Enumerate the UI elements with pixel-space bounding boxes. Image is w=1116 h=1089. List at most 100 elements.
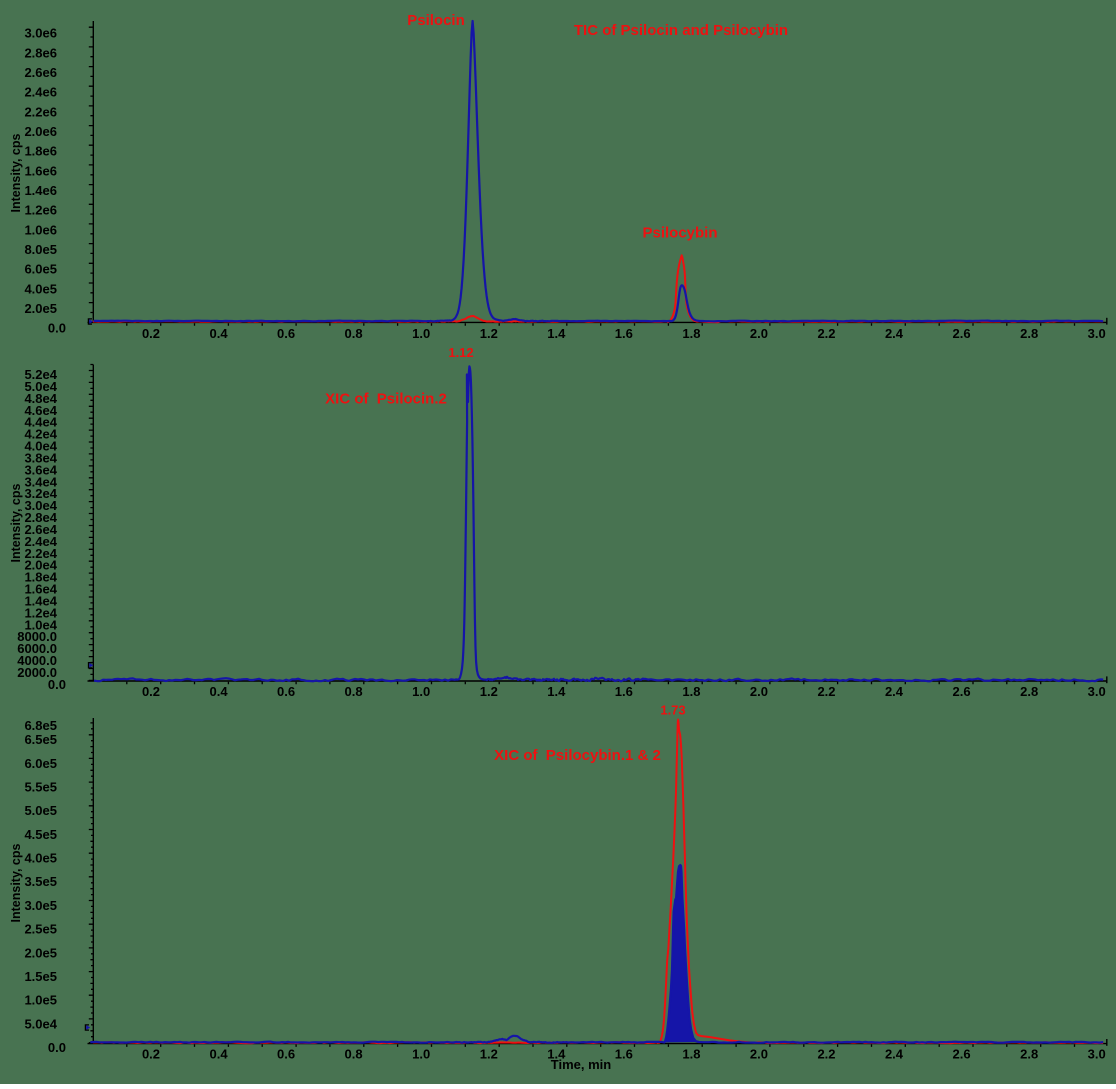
svg-text:1.4: 1.4 xyxy=(547,1046,566,1061)
svg-text:0.6: 0.6 xyxy=(277,1046,295,1061)
svg-text:1.73: 1.73 xyxy=(660,703,685,718)
svg-text:2.0: 2.0 xyxy=(750,326,768,341)
svg-text:5.2e4: 5.2e4 xyxy=(24,367,57,382)
svg-text:2.2: 2.2 xyxy=(817,684,835,699)
svg-text:3.5e5: 3.5e5 xyxy=(24,874,57,889)
svg-text:2.2e6: 2.2e6 xyxy=(24,104,57,119)
svg-text:3.0e4: 3.0e4 xyxy=(24,498,57,513)
svg-text:0.0: 0.0 xyxy=(48,321,66,336)
svg-text:1.8: 1.8 xyxy=(682,326,700,341)
svg-text:4.5e5: 4.5e5 xyxy=(24,827,57,842)
svg-text:2.4: 2.4 xyxy=(885,684,904,699)
svg-text:8.0e5: 8.0e5 xyxy=(24,242,57,257)
svg-text:1.0e5: 1.0e5 xyxy=(24,993,57,1008)
svg-text:Intensity, cps: Intensity, cps xyxy=(9,483,23,562)
svg-text:0.4: 0.4 xyxy=(210,684,229,699)
svg-text:2.6: 2.6 xyxy=(953,326,971,341)
svg-text:4.6e4: 4.6e4 xyxy=(24,403,57,418)
svg-text:3.0: 3.0 xyxy=(1088,1046,1106,1061)
svg-text:2.4e6: 2.4e6 xyxy=(24,85,57,100)
svg-text:2.0: 2.0 xyxy=(750,1046,768,1061)
svg-text:1.2: 1.2 xyxy=(480,684,498,699)
svg-text:3.0: 3.0 xyxy=(1088,684,1106,699)
svg-text:0.2: 0.2 xyxy=(142,684,160,699)
svg-text:6000.0: 6000.0 xyxy=(17,641,57,656)
svg-text:2.4: 2.4 xyxy=(885,1046,904,1061)
svg-text:4.0e5: 4.0e5 xyxy=(24,281,57,296)
svg-text:Intensity, cps: Intensity, cps xyxy=(9,133,23,212)
svg-text:1.6e6: 1.6e6 xyxy=(24,163,57,178)
svg-text:2.0: 2.0 xyxy=(750,684,768,699)
svg-text:2.8: 2.8 xyxy=(1020,684,1038,699)
svg-text:2.8: 2.8 xyxy=(1020,326,1038,341)
svg-text:2.6e4: 2.6e4 xyxy=(24,522,57,537)
svg-text:1.6e4: 1.6e4 xyxy=(24,582,57,597)
svg-text:1.0: 1.0 xyxy=(412,684,430,699)
svg-text:0.8: 0.8 xyxy=(345,684,363,699)
svg-text:1.12: 1.12 xyxy=(448,345,473,360)
svg-text:4.2e4: 4.2e4 xyxy=(24,427,57,442)
svg-text:3.4e4: 3.4e4 xyxy=(24,474,57,489)
svg-text:6.0e5: 6.0e5 xyxy=(24,262,57,277)
svg-text:XIC of Psilocybin.1 & 2: XIC of Psilocybin.1 & 2 xyxy=(494,747,661,764)
svg-text:3.0e5: 3.0e5 xyxy=(24,898,57,913)
svg-text:0.4: 0.4 xyxy=(210,1046,229,1061)
svg-text:1.2e4: 1.2e4 xyxy=(24,605,57,620)
svg-text:3.0: 3.0 xyxy=(1088,326,1106,341)
svg-text:2.2: 2.2 xyxy=(817,326,835,341)
svg-text:2.4e4: 2.4e4 xyxy=(24,534,57,549)
svg-text:1.2: 1.2 xyxy=(480,1046,498,1061)
svg-text:XIC of Psilocin.2: XIC of Psilocin.2 xyxy=(325,390,447,407)
svg-text:4.0e4: 4.0e4 xyxy=(24,439,57,454)
svg-text:0.8: 0.8 xyxy=(345,326,363,341)
svg-text:1.0e6: 1.0e6 xyxy=(24,222,57,237)
svg-text:5.0e4: 5.0e4 xyxy=(24,379,57,394)
svg-text:1.4: 1.4 xyxy=(547,684,566,699)
svg-text:3.2e4: 3.2e4 xyxy=(24,486,57,501)
svg-text:8000.0: 8000.0 xyxy=(17,629,57,644)
svg-text:1.8: 1.8 xyxy=(682,684,700,699)
svg-text:1.5e5: 1.5e5 xyxy=(24,969,57,984)
svg-text:2.2: 2.2 xyxy=(817,1046,835,1061)
svg-text:1.8: 1.8 xyxy=(682,1046,700,1061)
svg-text:1.6: 1.6 xyxy=(615,326,633,341)
svg-text:0.8: 0.8 xyxy=(345,1046,363,1061)
svg-text:6.5e5: 6.5e5 xyxy=(24,732,57,747)
svg-text:0.6: 0.6 xyxy=(277,684,295,699)
svg-text:1.0: 1.0 xyxy=(412,326,430,341)
svg-text:Time, min: Time, min xyxy=(551,1057,612,1072)
svg-text:1.8e6: 1.8e6 xyxy=(24,144,57,159)
svg-text:2.6: 2.6 xyxy=(953,1046,971,1061)
svg-text:0.4: 0.4 xyxy=(210,326,229,341)
svg-text:6.0e5: 6.0e5 xyxy=(24,756,57,771)
svg-text:2.6e6: 2.6e6 xyxy=(24,65,57,80)
svg-text:4000.0: 4000.0 xyxy=(17,653,57,668)
svg-text:2000.0: 2000.0 xyxy=(17,665,57,680)
svg-text:0.0: 0.0 xyxy=(48,1040,66,1055)
svg-text:0.6: 0.6 xyxy=(277,326,295,341)
svg-text:1.4: 1.4 xyxy=(547,326,566,341)
svg-text:1.0e4: 1.0e4 xyxy=(24,617,57,632)
svg-text:1.6: 1.6 xyxy=(615,684,633,699)
svg-text:2.0e4: 2.0e4 xyxy=(24,558,57,573)
svg-text:2.8e4: 2.8e4 xyxy=(24,510,57,525)
svg-text:Psilocybin: Psilocybin xyxy=(642,225,717,242)
svg-text:5.0e5: 5.0e5 xyxy=(24,803,57,818)
svg-text:2.6: 2.6 xyxy=(953,684,971,699)
svg-text:2.0e5: 2.0e5 xyxy=(24,301,57,316)
svg-text:TIC of Psilocin and Psilocybin: TIC of Psilocin and Psilocybin xyxy=(574,22,788,39)
svg-text:0.2: 0.2 xyxy=(142,1046,160,1061)
svg-text:5.5e5: 5.5e5 xyxy=(24,780,57,795)
svg-text:4.0e5: 4.0e5 xyxy=(24,851,57,866)
svg-text:1.0: 1.0 xyxy=(412,1046,430,1061)
svg-text:3.0e6: 3.0e6 xyxy=(24,26,57,41)
svg-text:1.6: 1.6 xyxy=(615,1046,633,1061)
svg-text:2.8e6: 2.8e6 xyxy=(24,45,57,60)
svg-text:1.2e6: 1.2e6 xyxy=(24,203,57,218)
svg-text:2.5e5: 2.5e5 xyxy=(24,922,57,937)
svg-text:6.8e5: 6.8e5 xyxy=(24,718,57,733)
svg-text:1.4e6: 1.4e6 xyxy=(24,183,57,198)
svg-text:Psilocin: Psilocin xyxy=(407,12,465,29)
svg-text:Intensity, cps: Intensity, cps xyxy=(9,843,23,922)
svg-text:1.4e4: 1.4e4 xyxy=(24,594,57,609)
